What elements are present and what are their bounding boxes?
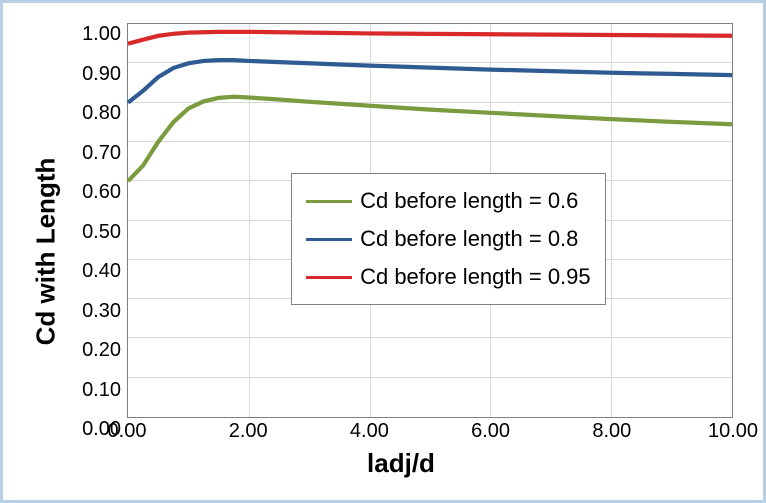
plot-area: Cd before length = 0.6 Cd before length =… (127, 23, 733, 418)
x-tick-label: 6.00 (471, 420, 510, 443)
chart-right-column: 0.000.100.200.300.400.500.600.700.800.90… (69, 23, 733, 480)
legend-swatch (306, 276, 352, 279)
chart-frame: Cd with Length 0.000.100.200.300.400.500… (0, 0, 766, 503)
y-axis-label-column: Cd with Length (23, 23, 69, 480)
x-tick-label: 4.00 (350, 420, 389, 443)
x-tick-label: 2.00 (229, 420, 268, 443)
legend-box: Cd before length = 0.6 Cd before length =… (291, 173, 606, 305)
series-line (128, 32, 732, 44)
chart-wrap: Cd with Length 0.000.100.200.300.400.500… (23, 23, 733, 480)
x-ticks-area: 0.002.004.006.008.0010.00 (127, 418, 733, 446)
legend-swatch (306, 238, 352, 241)
legend-label: Cd before length = 0.95 (360, 264, 591, 290)
plot-row: 0.000.100.200.300.400.500.600.700.800.90… (69, 23, 733, 418)
x-ticks-row: 0.002.004.006.008.0010.00 (69, 418, 733, 446)
legend-item: Cd before length = 0.8 (306, 220, 591, 258)
series-line (128, 97, 732, 181)
x-tick-label: 8.00 (592, 420, 631, 443)
legend-swatch (306, 200, 352, 203)
y-ticks-column: 0.000.100.200.300.400.500.600.700.800.90… (69, 23, 127, 418)
legend-label: Cd before length = 0.8 (360, 226, 578, 252)
y-axis-label: Cd with Length (31, 158, 62, 346)
x-axis-label-row: ladj/d (69, 446, 733, 480)
legend-item: Cd before length = 0.95 (306, 258, 591, 296)
x-tick-label: 0.00 (108, 420, 147, 443)
x-axis-label: ladj/d (367, 448, 435, 479)
legend-label: Cd before length = 0.6 (360, 188, 578, 214)
legend-item: Cd before length = 0.6 (306, 182, 591, 220)
x-tick-label: 10.00 (708, 420, 758, 443)
